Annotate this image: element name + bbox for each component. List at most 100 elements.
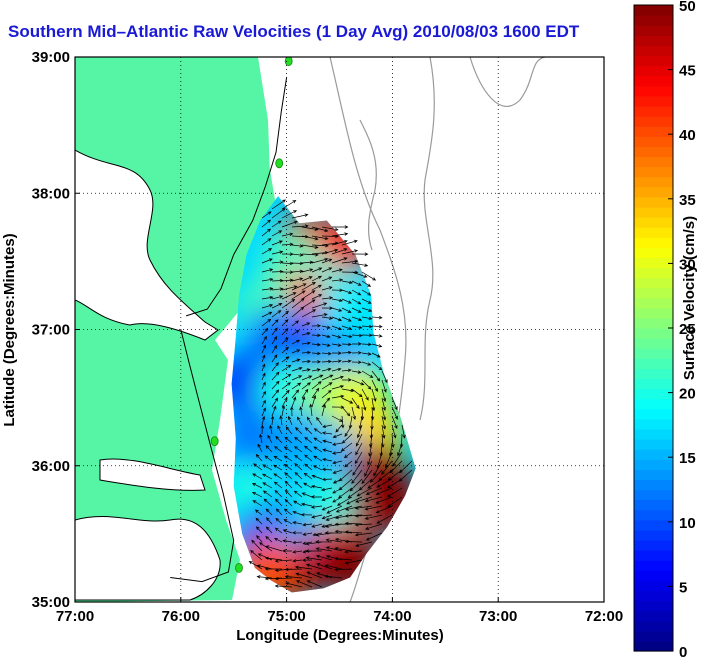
velocity-arrow: [281, 232, 294, 237]
velocity-arrow: [311, 394, 317, 408]
velocity-arrow: [321, 390, 332, 399]
chart-title: Southern Mid–Atlantic Raw Velocities (1 …: [8, 22, 580, 41]
x-tick-label: 77:00: [56, 608, 94, 625]
velocity-arrow: [397, 442, 403, 457]
velocity-arrow: [281, 298, 296, 309]
velocity-arrow: [300, 513, 313, 517]
velocity-arrow: [361, 316, 373, 320]
y-axis-label: Latitude (Degrees:Minutes): [1, 233, 18, 426]
velocity-arrow: [265, 545, 283, 552]
velocity-arrow: [361, 280, 372, 287]
velocity-arrow: [361, 324, 373, 329]
velocity-arrow: [334, 522, 353, 526]
velocity-arrow: [261, 219, 272, 228]
velocity-arrow: [271, 230, 283, 237]
colorbar-cell: [634, 348, 673, 359]
velocity-arrow: [325, 514, 343, 521]
velocity-arrow: [334, 567, 353, 572]
velocity-arrow: [301, 235, 319, 241]
velocity-arrow: [371, 334, 383, 338]
velocity-arrow: [315, 540, 333, 544]
velocity-arrow: [321, 367, 332, 372]
velocity-arrow: [259, 433, 263, 444]
colorbar-cell: [634, 378, 673, 390]
station-marker: [284, 57, 293, 66]
velocity-arrow: [291, 277, 304, 282]
velocity-arrow: [261, 311, 273, 318]
velocity-arrow: [311, 523, 323, 528]
colorbar-cell: [634, 519, 673, 531]
velocity-arrow: [271, 240, 283, 246]
velocity-arrow: [321, 316, 334, 320]
velocity-arrow: [321, 496, 333, 501]
velocity-arrow: [311, 243, 329, 248]
velocity-arrow: [311, 374, 324, 381]
colorbar-cell: [634, 156, 673, 168]
velocity-arrow: [361, 352, 372, 356]
velocity-arrow: [331, 343, 342, 347]
velocity-arrow: [255, 526, 263, 534]
colorbar-cell: [634, 388, 673, 400]
velocity-arrow: [391, 415, 398, 430]
velocity-arrow: [331, 268, 343, 273]
velocity-arrow: [332, 478, 343, 484]
colorbar-cell: [634, 95, 673, 107]
velocity-arrow: [283, 463, 293, 471]
velocity-arrow: [301, 322, 311, 327]
velocity-arrow: [351, 469, 363, 484]
velocity-arrow: [325, 546, 343, 552]
velocity-arrow: [291, 290, 306, 300]
station-marker: [235, 563, 243, 573]
velocity-arrow: [271, 362, 279, 372]
velocity-arrow: [313, 437, 323, 444]
velocity-arrow: [271, 345, 278, 354]
velocity-arrow: [311, 351, 322, 356]
velocity-arrow: [371, 361, 383, 371]
velocity-arrow: [311, 284, 322, 291]
delmarva-coastline: [185, 77, 288, 317]
velocity-arrow: [302, 523, 313, 527]
velocity-arrow: [291, 358, 301, 363]
colorbar-cell: [634, 408, 673, 420]
velocity-arrow: [316, 416, 323, 426]
velocity-arrow: [255, 517, 263, 525]
velocity-arrow: [321, 325, 331, 329]
velocity-arrow: [260, 424, 265, 435]
velocity-arrow: [279, 415, 283, 426]
velocity-arrow: [332, 487, 343, 494]
velocity-arrow: [261, 381, 266, 390]
velocity-arrow: [381, 406, 387, 421]
velocity-arrow: [351, 280, 362, 286]
velocity-arrow: [267, 434, 273, 444]
velocity-arrow: [334, 529, 353, 534]
velocity-arrow: [331, 239, 348, 246]
velocity-arrow: [322, 431, 333, 435]
velocity-arrow: [341, 289, 353, 294]
velocity-arrow: [290, 406, 294, 417]
map-layer: [75, 57, 546, 602]
velocity-arrow: [364, 505, 383, 511]
colorbar-cell: [634, 176, 673, 188]
velocity-arrow: [284, 436, 293, 444]
velocity-arrow: [351, 262, 369, 267]
velocity-arrow: [315, 532, 333, 537]
velocity-arrow: [325, 538, 343, 543]
velocity-arrow: [341, 334, 353, 339]
velocity-arrow: [365, 487, 383, 495]
velocity-arrow: [371, 397, 376, 412]
velocity-arrow: [341, 316, 352, 322]
velocity-arrow: [274, 559, 293, 563]
colorbar-cell: [634, 338, 673, 349]
velocity-arrow: [273, 481, 283, 489]
velocity-arrow: [341, 378, 352, 382]
velocity-arrow: [254, 509, 263, 516]
velocity-arrow: [271, 295, 284, 300]
velocity-arrow: [261, 390, 266, 399]
velocity-arrow: [284, 498, 293, 507]
velocity-arrow: [274, 584, 293, 588]
velocity-arrow: [310, 505, 323, 509]
velocity-arrow: [341, 259, 359, 264]
velocity-arrow: [321, 487, 333, 492]
velocity-arrow: [344, 539, 363, 544]
velocity-arrow: [305, 549, 322, 553]
